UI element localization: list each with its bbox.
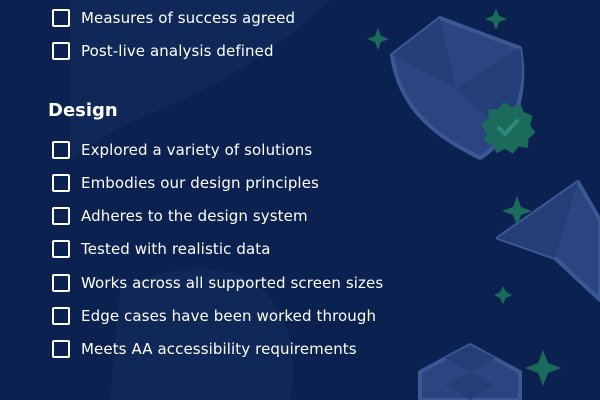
checklist-item-label: Tested with realistic data — [81, 240, 271, 258]
checklist-item-label: Works across all supported screen sizes — [81, 274, 384, 292]
checklist-item-label: Edge cases have been worked through — [81, 307, 377, 325]
checklist-item[interactable]: Adheres to the design system — [52, 205, 308, 227]
checklist-item[interactable]: Works across all supported screen sizes — [52, 272, 383, 294]
sparkle-icon — [494, 286, 512, 304]
checklist-item[interactable]: Explored a variety of solutions — [52, 139, 312, 161]
sparkle-icon — [367, 28, 389, 50]
checklist-item-label: Adheres to the design system — [81, 207, 308, 225]
checkbox[interactable] — [52, 42, 70, 60]
checker-cube-icon — [418, 343, 522, 400]
checkbox[interactable] — [52, 207, 70, 225]
section-heading-design: Design — [48, 100, 118, 121]
checklist-item-label: Embodies our design principles — [81, 174, 319, 192]
background-blob — [70, 0, 330, 160]
checkbox[interactable] — [52, 174, 70, 192]
sparkle-icon — [525, 350, 561, 386]
checklist-item[interactable]: Edge cases have been worked through — [52, 305, 376, 327]
checklist-item[interactable]: Meets AA accessibility requirements — [52, 338, 357, 360]
checklist-item-label: Measures of success agreed — [81, 9, 296, 27]
background-blob-lower — [110, 269, 294, 400]
checkbox[interactable] — [52, 274, 70, 292]
checkbox[interactable] — [52, 307, 70, 325]
checklist-item[interactable]: Post-live analysis defined — [52, 40, 274, 62]
checklist-item-label: Meets AA accessibility requirements — [81, 340, 357, 358]
badge-check-icon — [481, 102, 536, 154]
checkbox[interactable] — [52, 9, 70, 27]
checklist-item[interactable]: Measures of success agreed — [52, 7, 295, 29]
paper-plane-icon — [496, 180, 600, 302]
checkbox[interactable] — [52, 340, 70, 358]
checkbox[interactable] — [52, 141, 70, 159]
checkbox[interactable] — [52, 240, 70, 258]
sparkle-icon — [502, 196, 532, 226]
checklist-item-label: Explored a variety of solutions — [81, 141, 313, 159]
checklist-item[interactable]: Embodies our design principles — [52, 172, 319, 194]
checklist-item-label: Post-live analysis defined — [81, 42, 274, 60]
sparkle-icon — [485, 8, 507, 30]
checklist-item[interactable]: Tested with realistic data — [52, 238, 271, 260]
